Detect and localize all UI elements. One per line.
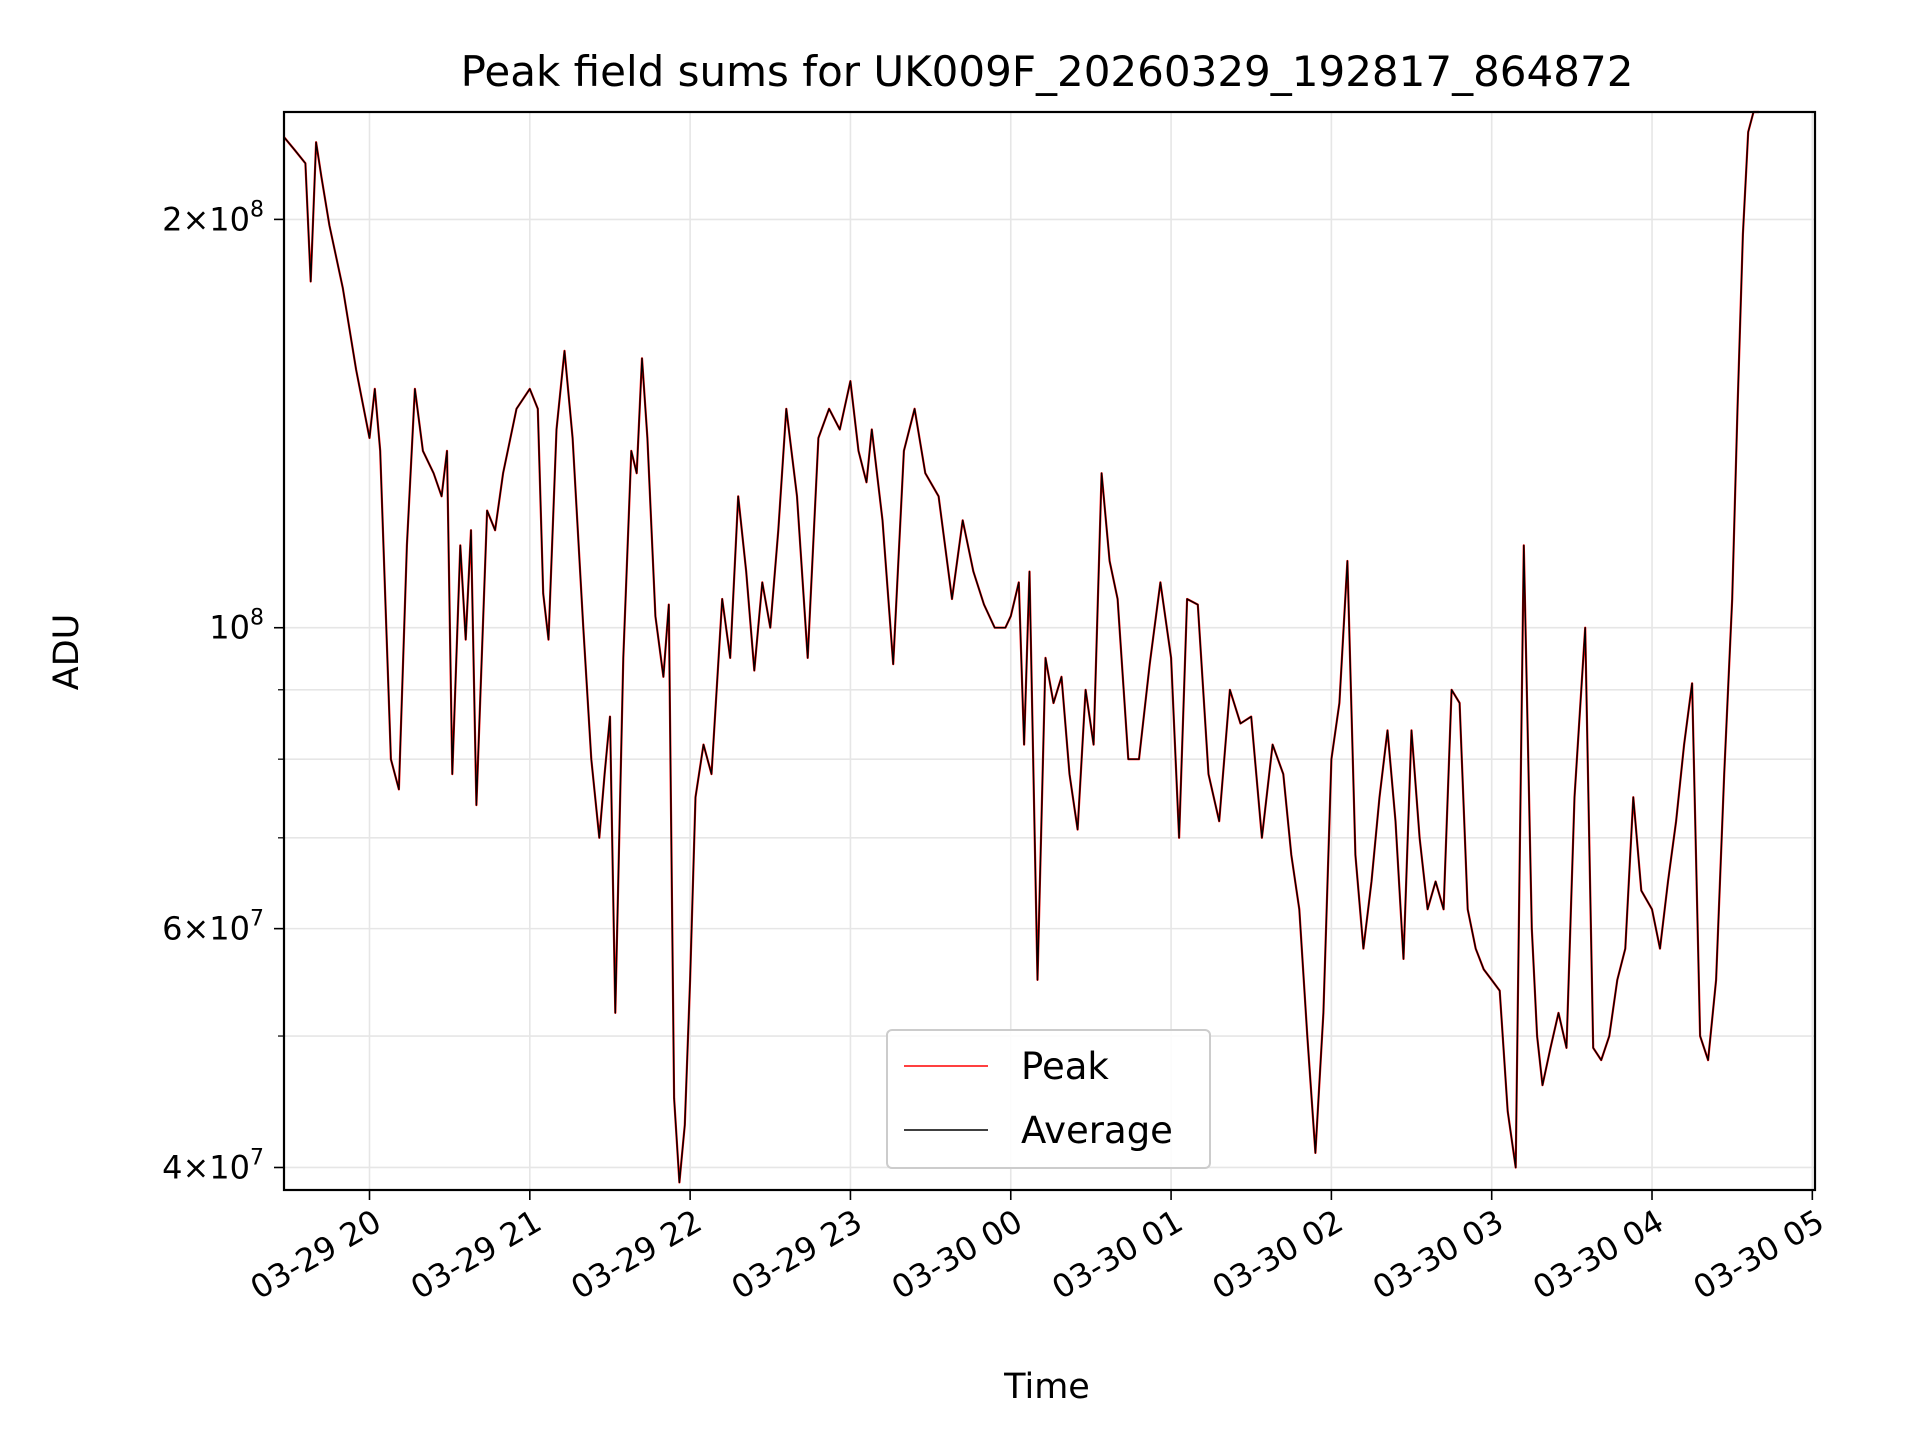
y-axis-title: ADU: [47, 614, 87, 691]
y-axis: 4×107 6×107 108 2×108: [162, 197, 284, 1186]
legend-label-average: Average: [1021, 1109, 1173, 1152]
series-layer: [283, 110, 1759, 1184]
series-line-average: [283, 111, 1759, 1184]
plot-frame: [282, 110, 1817, 1192]
legend: Peak Average: [886, 1029, 1211, 1169]
y-tick-label: 2×108: [162, 197, 264, 238]
y-tick-label: 6×107: [162, 907, 264, 948]
chart-title: Peak field sums for UK009F_20260329_1928…: [461, 47, 1634, 96]
y-tick-label: 108: [209, 606, 264, 647]
legend-box: [886, 1029, 1211, 1169]
y-tick-label: 4×107: [162, 1145, 264, 1186]
x-axis-title: Time: [1003, 1367, 1090, 1407]
legend-label-peak: Peak: [1021, 1045, 1109, 1088]
